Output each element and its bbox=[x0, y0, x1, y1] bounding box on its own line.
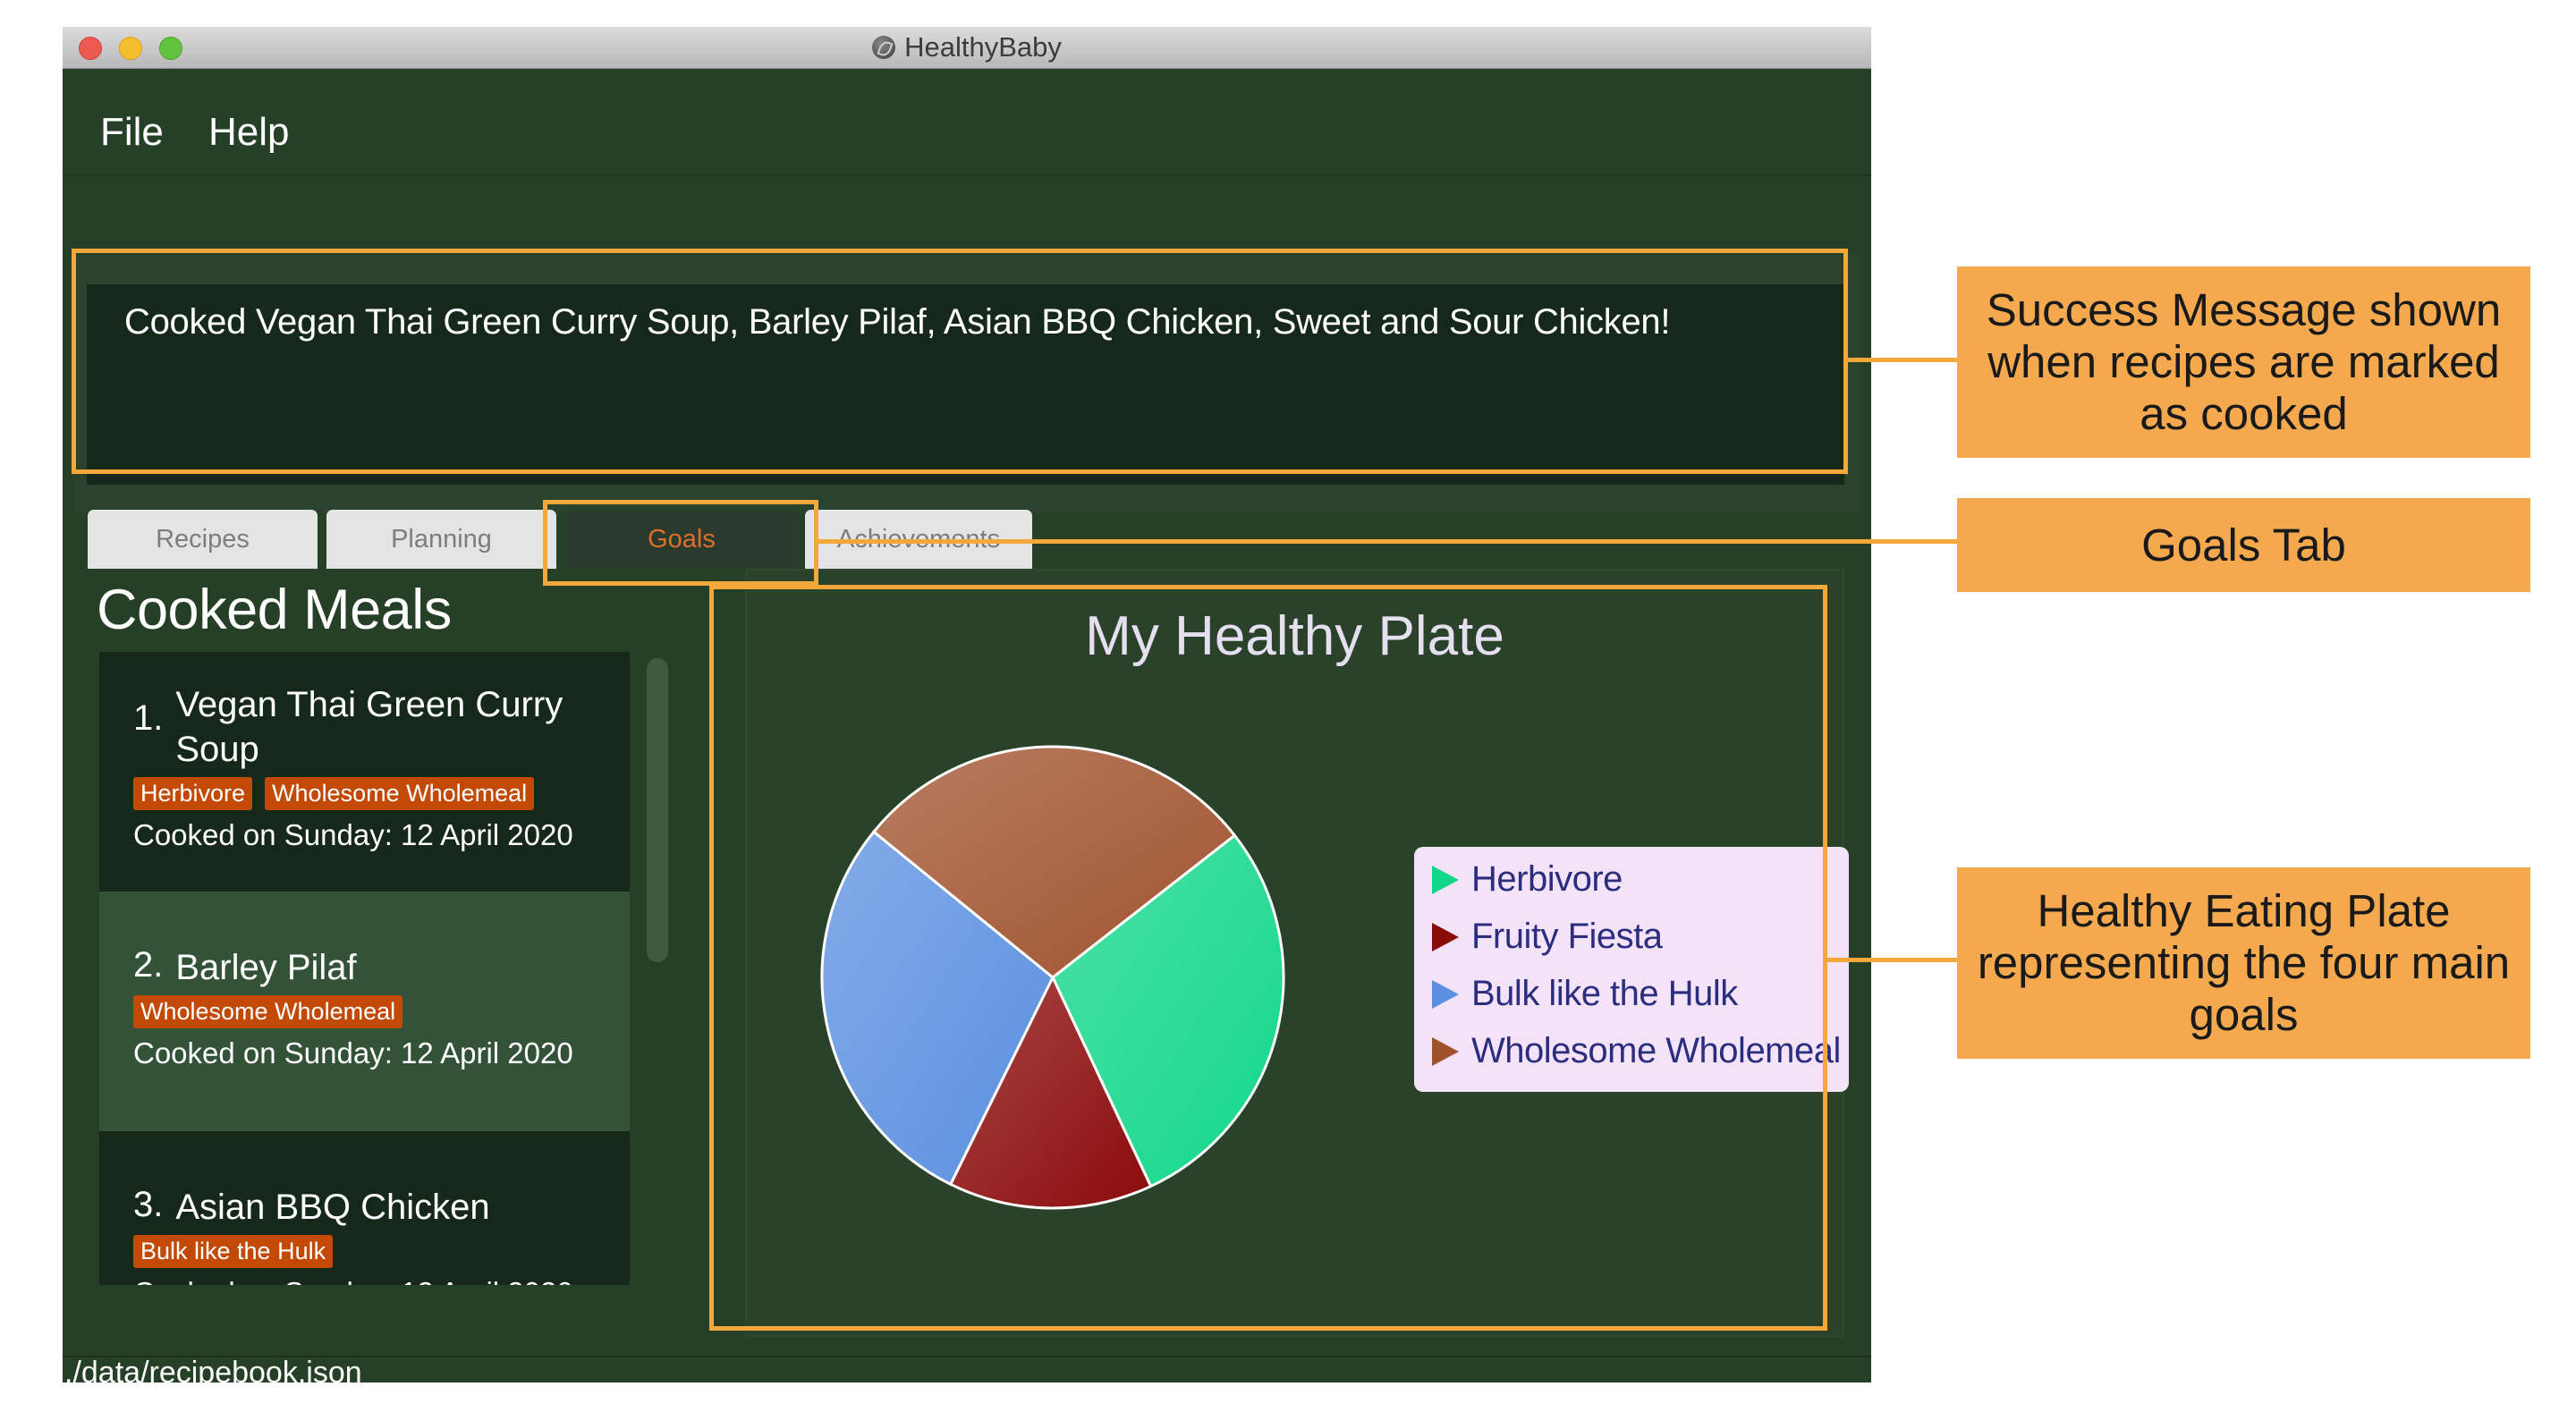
legend-triangle-icon bbox=[1432, 979, 1459, 1009]
callout-connector bbox=[1827, 958, 1957, 962]
meal-tags: Herbivore Wholesome Wholemeal bbox=[133, 777, 535, 810]
menu-bar: File Help bbox=[63, 69, 1871, 176]
list-item[interactable]: 1. Vegan Thai Green Curry Soup Herbivore… bbox=[99, 652, 630, 892]
minimize-window-button[interactable] bbox=[119, 37, 142, 60]
legend-item: Herbivore bbox=[1432, 859, 1623, 900]
healthy-plate-pie-chart bbox=[820, 745, 1285, 1210]
file-path: ./data/recipebook.json bbox=[64, 1356, 362, 1382]
callout-connector bbox=[1848, 358, 1957, 362]
goals-content: Cooked Meals 1. Vegan Thai Green Curry S… bbox=[88, 569, 1849, 1356]
menu-help[interactable]: Help bbox=[208, 110, 290, 154]
pie-legend: Herbivore Fruity Fiesta Bulk like the Hulk… bbox=[1414, 847, 1849, 1092]
legend-item: Fruity Fiesta bbox=[1432, 917, 1663, 957]
meal-name: Asian BBQ Chicken bbox=[175, 1188, 490, 1227]
meal-heading: 2. Barley Pilaf bbox=[133, 945, 569, 990]
meal-index: 3. bbox=[133, 1185, 164, 1224]
legend-label: Wholesome Wholemeal bbox=[1471, 1031, 1841, 1070]
cooked-date: Cooked on Sunday: 12 April 2020 bbox=[133, 1036, 573, 1070]
meal-tags: Bulk like the Hulk bbox=[133, 1235, 334, 1268]
legend-triangle-icon bbox=[1432, 865, 1459, 894]
tag-badge: Bulk like the Hulk bbox=[133, 1235, 334, 1268]
cooked-date: Cooked on Sunday: 12 April 2020 bbox=[133, 818, 573, 851]
list-scrollbar[interactable] bbox=[647, 658, 668, 962]
plate-title: My Healthy Plate bbox=[1085, 605, 1504, 667]
plate-highlight-box bbox=[709, 585, 1827, 1331]
pie-slice-fruity-fiesta bbox=[948, 974, 1153, 1210]
legend-triangle-icon bbox=[1432, 1036, 1459, 1066]
menu-file[interactable]: File bbox=[100, 110, 164, 154]
tag-badge: Wholesome Wholemeal bbox=[265, 777, 535, 810]
window-title: HealthyBaby bbox=[904, 31, 1062, 63]
list-item[interactable]: 2. Barley Pilaf Wholesome Wholemeal Cook… bbox=[99, 892, 630, 1131]
meal-heading: 3. Asian BBQ Chicken bbox=[133, 1185, 569, 1230]
callout-goals-tab: Goals Tab bbox=[1957, 498, 2530, 592]
legend-triangle-icon bbox=[1432, 922, 1459, 951]
close-window-button[interactable] bbox=[79, 37, 102, 60]
title-wrap: HealthyBaby bbox=[63, 27, 1871, 68]
app-leaf-icon bbox=[872, 36, 896, 59]
legend-label: Fruity Fiesta bbox=[1471, 917, 1663, 956]
result-display: Cooked Vegan Thai Green Curry Soup, Barl… bbox=[87, 284, 1844, 485]
cooked-meals-list[interactable]: 1. Vegan Thai Green Curry Soup Herbivore… bbox=[99, 652, 630, 1285]
meal-heading: 1. Vegan Thai Green Curry Soup bbox=[133, 682, 569, 772]
maximize-window-button[interactable] bbox=[159, 37, 182, 60]
status-bar: ./data/recipebook.json bbox=[63, 1356, 1871, 1382]
meal-name: Vegan Thai Green Curry Soup bbox=[175, 685, 564, 769]
pie-slice-bulk-like-the-hulk bbox=[820, 830, 1055, 1187]
goals-tab-highlight-box bbox=[543, 500, 818, 586]
meal-index: 1. bbox=[133, 698, 164, 738]
cooked-date: Cooked on Sunday: 12 April 2020 bbox=[133, 1276, 573, 1285]
tab-goals[interactable]: Goals bbox=[565, 510, 798, 569]
tag-badge: Wholesome Wholemeal bbox=[133, 995, 403, 1028]
list-item[interactable]: 3. Asian BBQ Chicken Bulk like the Hulk … bbox=[99, 1131, 630, 1285]
meal-name: Barley Pilaf bbox=[175, 948, 357, 987]
meal-index: 2. bbox=[133, 945, 164, 985]
callout-connector bbox=[818, 539, 1957, 544]
title-bar: HealthyBaby bbox=[63, 27, 1871, 69]
legend-label: Herbivore bbox=[1471, 859, 1623, 899]
callout-healthy-plate: Healthy Eating Plate representing the fo… bbox=[1957, 867, 2530, 1059]
callout-success-message: Success Message shown when recipes are m… bbox=[1957, 266, 2530, 458]
cooked-meals-title: Cooked Meals bbox=[97, 579, 452, 641]
legend-item: Bulk like the Hulk bbox=[1432, 974, 1738, 1014]
tag-badge: Herbivore bbox=[133, 777, 253, 810]
tab-recipes[interactable]: Recipes bbox=[88, 510, 318, 569]
meal-tags: Wholesome Wholemeal bbox=[133, 995, 403, 1028]
legend-label: Bulk like the Hulk bbox=[1471, 974, 1738, 1013]
pie-slice-wholesome-wholemeal bbox=[871, 745, 1237, 979]
tab-planning[interactable]: Planning bbox=[326, 510, 556, 569]
healthy-plate-panel: My Healthy Plate Herbivore Fruity Fiesta B… bbox=[745, 569, 1849, 1337]
legend-item: Wholesome Wholemeal bbox=[1432, 1031, 1841, 1071]
result-highlight-box bbox=[72, 249, 1848, 474]
result-message: Cooked Vegan Thai Green Curry Soup, Barl… bbox=[124, 302, 1671, 342]
